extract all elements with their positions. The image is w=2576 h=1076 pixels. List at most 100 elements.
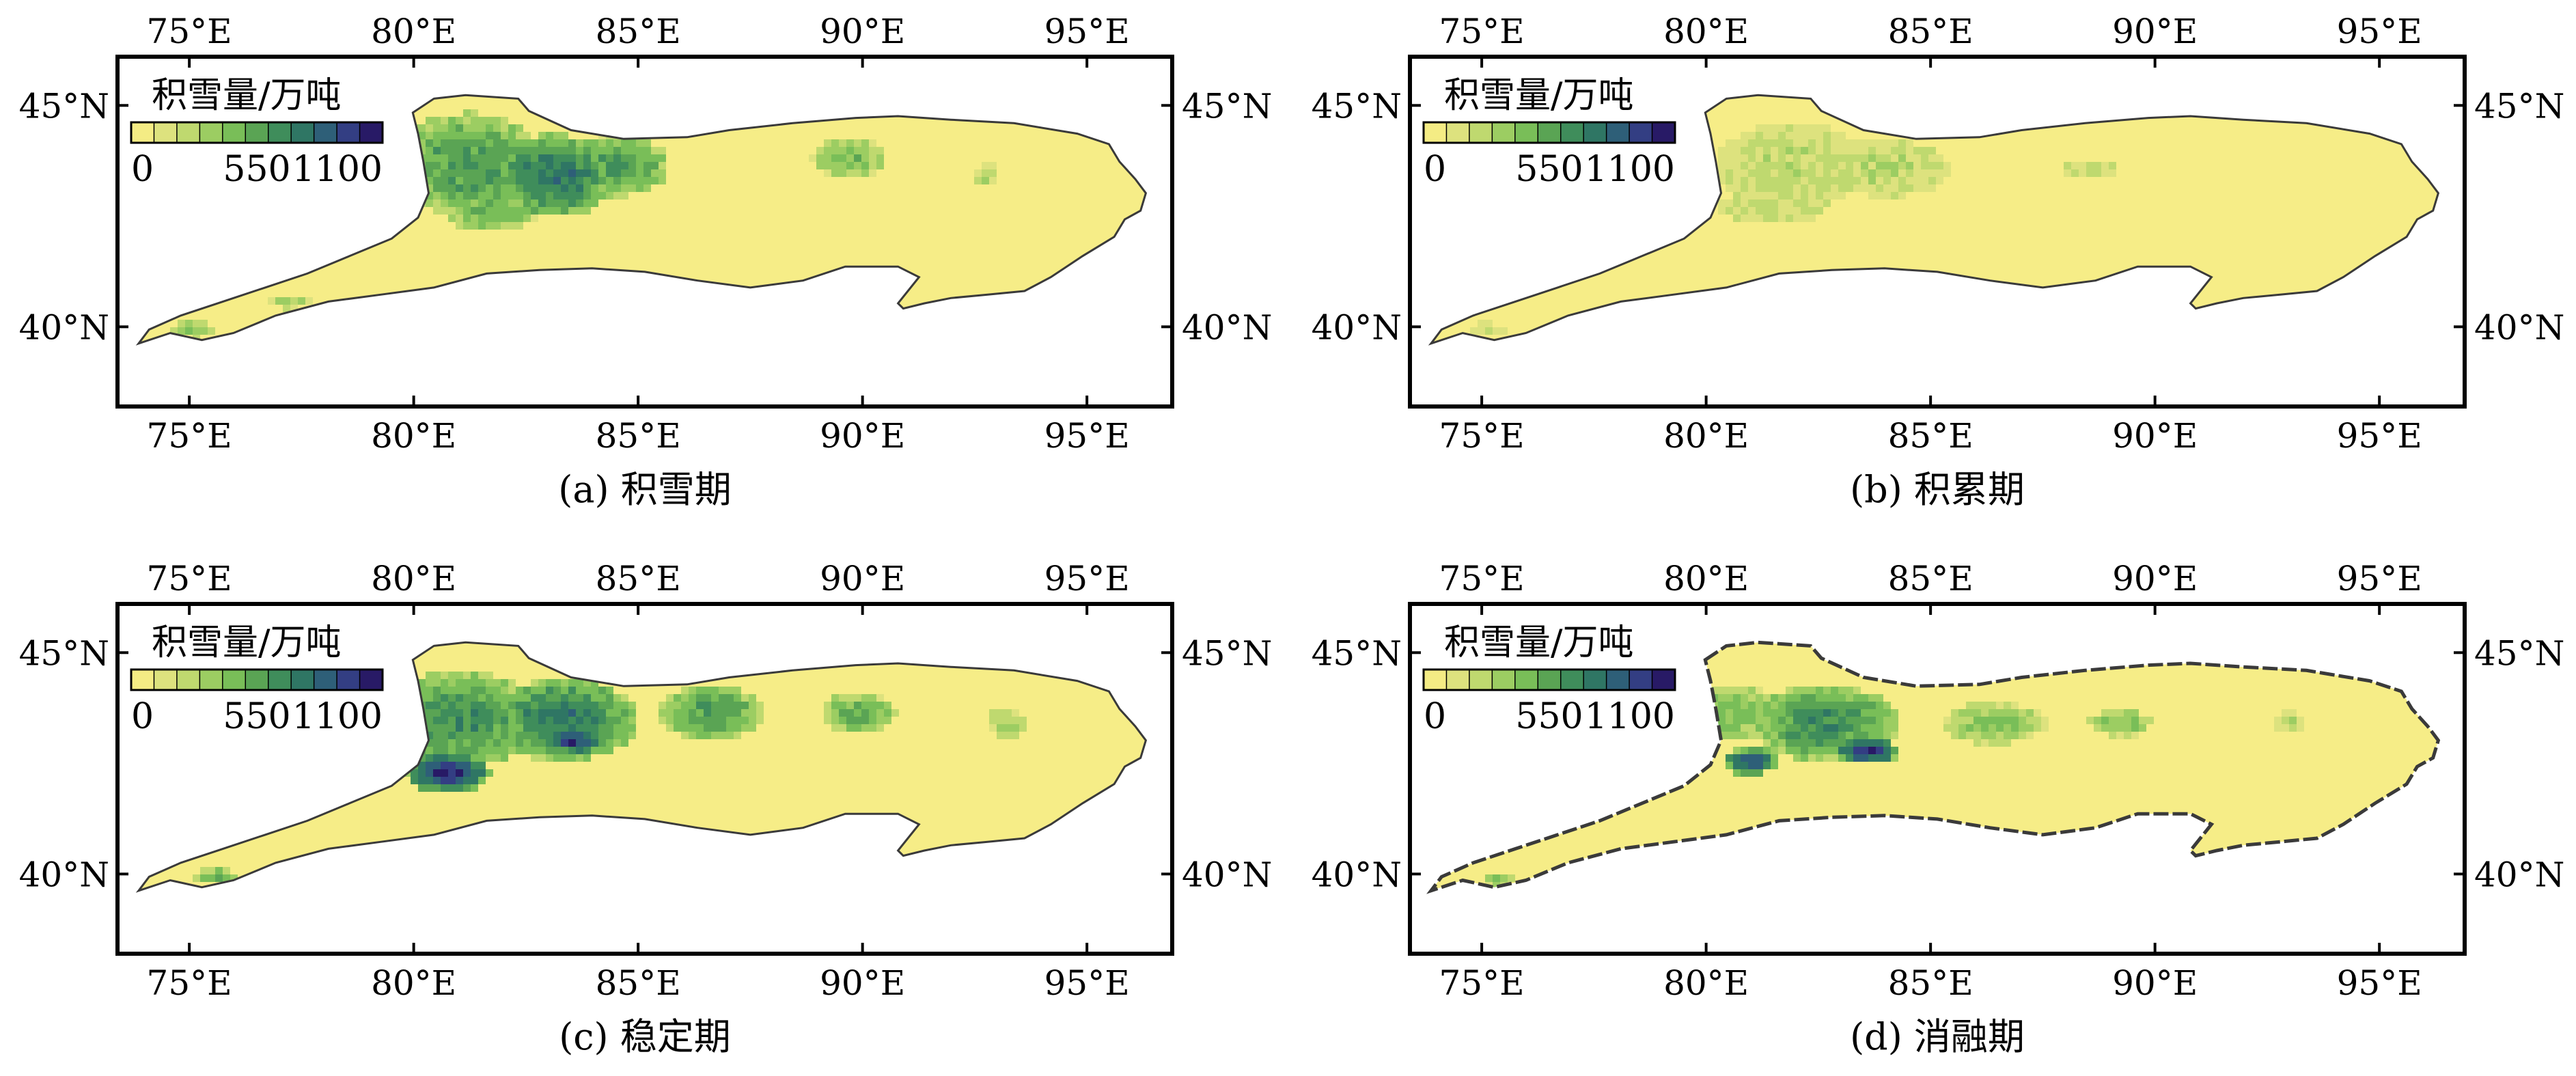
legend-swatch [314,122,337,143]
snow-cells [193,672,1027,882]
legend-swatch [1514,670,1538,690]
map-panel: 75°E 75°E 80°E 80°E 85°E 85°E 90°E 90°E 95°E 95°E… [19,12,1273,511]
lat-label-left: 45°N [1312,633,1402,673]
legend-swatch [337,122,361,143]
legend-title: 积雪量/万吨 [1444,622,1634,663]
lon-label-top: 75°E [147,12,232,51]
legend-swatch [1583,122,1607,143]
legend-swatch [176,122,200,143]
legend-swatch [1538,670,1562,690]
basin-fill [138,642,1146,891]
legend-swatch [1538,122,1562,143]
lon-label-top: 95°E [2337,559,2422,598]
lon-label-bottom: 90°E [820,416,905,456]
lon-label-bottom: 75°E [147,963,232,1003]
legend-swatch [1606,122,1630,143]
lat-label-left: 40°N [1312,855,1402,894]
legend-swatch [222,670,246,690]
legend-bar-border [130,121,384,144]
legend-tick-label: 1100 [1585,696,1675,737]
legend-swatch [1424,122,1447,143]
lon-label-top: 80°E [1663,12,1749,51]
lat-label-right: 45°N [2474,86,2564,126]
legend-swatch [359,670,383,690]
lon-label-top: 90°E [2112,559,2198,598]
legend-swatch [199,670,223,690]
legend-tick-label: 0 [1424,696,1446,737]
legend-tick-label: 0 [131,149,154,190]
lon-label-top: 90°E [820,559,905,598]
panel-caption: (d) 消融期 [1850,1015,2025,1058]
lon-label-top: 80°E [371,559,456,598]
lon-label-bottom: 95°E [2337,416,2422,456]
legend-swatch [1560,670,1584,690]
legend-swatch [1652,670,1676,690]
panel-caption: (b) 积累期 [1850,468,2025,511]
legend-swatch [1446,670,1470,690]
lon-label-top: 80°E [371,12,456,51]
lon-label-top: 75°E [1439,12,1525,51]
lat-label-right: 40°N [2474,855,2564,894]
legend-tick-label: 0 [131,696,154,737]
lat-label-left: 40°N [19,855,109,894]
basin-boundary [135,641,1148,893]
legend-tick-label: 550 [1515,696,1583,737]
basin-fill [1430,642,2439,891]
legend-tick-label: 0 [1424,149,1446,190]
lon-label-bottom: 95°E [2337,963,2422,1003]
lat-label-right: 45°N [1182,633,1272,673]
legend-tick-label: 550 [223,696,290,737]
lat-label-left: 45°N [19,86,109,126]
legend-title: 积雪量/万吨 [152,622,342,663]
basin-fill [138,95,1146,344]
legend-swatch [222,122,246,143]
lat-label-right: 40°N [1182,307,1272,347]
colorbar-legend: 积雪量/万吨 0 550 1100 [1422,75,1676,190]
lat-label-left: 45°N [1312,86,1402,126]
legend-swatch [268,670,292,690]
lon-label-bottom: 80°E [1663,416,1749,456]
legend-swatch [1424,670,1447,690]
lat-label-right: 45°N [1182,86,1272,126]
legend-swatch [176,670,200,690]
legend-title: 积雪量/万吨 [1444,75,1634,116]
snow-cells [1470,124,2116,335]
legend-bar-border [1422,668,1676,691]
lon-label-bottom: 80°E [1663,963,1749,1003]
legend-swatch [337,670,361,690]
legend-swatch [359,122,383,143]
legend-swatch [268,122,292,143]
basin-boundary [1428,94,2440,346]
legend-swatch [1560,122,1584,143]
colorbar-legend: 积雪量/万吨 0 550 1100 [130,622,384,737]
lon-label-bottom: 75°E [1439,416,1525,456]
lon-label-top: 75°E [147,559,232,598]
lon-label-bottom: 85°E [1888,416,1973,456]
map-frame [1408,602,2467,956]
legend-swatch [1606,670,1630,690]
legend-swatch [1629,122,1653,143]
lon-label-top: 85°E [1888,12,1973,51]
lat-label-right: 40°N [1182,855,1272,894]
lon-label-bottom: 90°E [820,963,905,1003]
legend-swatch [291,122,315,143]
legend-swatch [314,670,337,690]
legend-swatch [1469,670,1493,690]
lat-label-left: 45°N [19,633,109,673]
legend-swatch [245,670,269,690]
lon-label-bottom: 75°E [1439,963,1525,1003]
lon-label-bottom: 85°E [596,963,681,1003]
lat-label-right: 40°N [2474,307,2564,347]
legend-swatch [1629,670,1653,690]
map-panel: 75°E 75°E 80°E 80°E 85°E 85°E 90°E 90°E 95°E 95°E… [19,559,1273,1058]
legend-tick-label: 1100 [1585,149,1675,190]
legend-bar-border [130,668,384,691]
lon-label-bottom: 80°E [371,963,456,1003]
legend-bar-border [1422,121,1676,144]
panel-caption: (a) 积雪期 [558,468,732,511]
legend-swatch [245,122,269,143]
lon-label-bottom: 95°E [1044,416,1130,456]
lon-label-bottom: 85°E [1888,963,1973,1003]
map-panel: 75°E 75°E 80°E 80°E 85°E 85°E 90°E 90°E 95°E 95°E… [1312,559,2565,1058]
